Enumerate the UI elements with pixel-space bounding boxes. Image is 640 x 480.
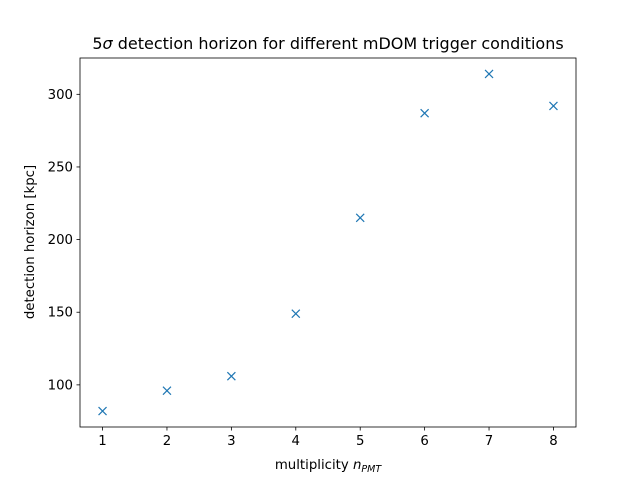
y-axis-ticks: 100 150 200 250 300 [48, 88, 80, 393]
y-tick-label: 300 [48, 88, 73, 103]
data-point [484, 69, 494, 79]
data-point [355, 213, 365, 223]
data-markers [98, 69, 558, 416]
x-tick-label: 4 [292, 434, 300, 449]
x-tick-label: 8 [549, 434, 557, 449]
x-tick-label: 7 [485, 434, 493, 449]
x-tick-label: 3 [227, 434, 235, 449]
axes-frame [79, 57, 577, 428]
data-point [226, 371, 236, 381]
x-axis-label: multiplicity nPMT [275, 458, 383, 475]
data-point [549, 101, 558, 111]
x-axis-label-text: multiplicity [275, 458, 353, 473]
y-axis-label: detection horizon [kpc] [23, 165, 38, 319]
chart-title-prefix: 5 [92, 34, 102, 53]
x-tick-label: 2 [163, 434, 171, 449]
x-tick-label: 6 [420, 434, 428, 449]
chart-title-sigma: σ [103, 34, 114, 53]
data-point [98, 406, 107, 416]
y-tick-label: 250 [48, 160, 73, 175]
x-axis-ticks: 1 2 3 4 5 6 7 8 [98, 427, 558, 449]
chart-title: 5σ detection horizon for different mDOM … [92, 34, 563, 53]
y-tick-label: 150 [48, 306, 73, 321]
data-point [162, 386, 172, 396]
chart-title-suffix: detection horizon for different mDOM tri… [113, 34, 564, 53]
y-tick-label: 100 [48, 378, 73, 393]
plot-area-border [79, 57, 577, 428]
x-axis-label-var: n [353, 458, 361, 473]
data-point [291, 309, 301, 319]
x-tick-label: 1 [98, 434, 106, 449]
y-tick-label: 200 [48, 233, 73, 248]
data-point [420, 108, 430, 118]
x-axis-label-sub: PMT [361, 464, 382, 475]
x-tick-label: 5 [356, 434, 364, 449]
